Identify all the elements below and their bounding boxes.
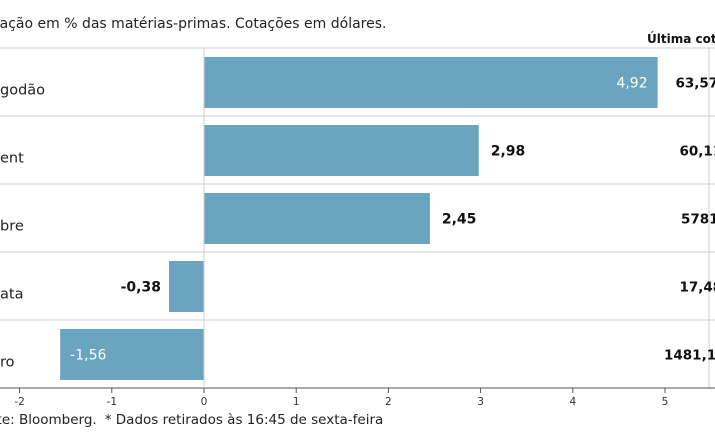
x-tick-label: 5 — [662, 396, 669, 408]
value-label: -0,38 — [121, 280, 161, 296]
value-label: 2,98 — [491, 144, 526, 160]
last-price: 63,57 — [676, 76, 715, 92]
footnote-text: * Dados retirados às 16:45 de sexta-feir… — [104, 412, 384, 428]
x-tick-label: 1 — [293, 396, 300, 408]
last-price: 1481,18 — [664, 348, 715, 364]
x-tick-label: 0 — [201, 396, 208, 408]
value-label: -1,56 — [70, 348, 106, 364]
x-tick-label: 2 — [385, 396, 392, 408]
bar-algodão — [204, 57, 658, 108]
x-tick-label: -2 — [14, 396, 24, 408]
chart-subtitle: riação em % das matérias-primas. Cotaçõe… — [0, 16, 387, 32]
category-label: ent — [0, 151, 24, 167]
bar-prata — [168, 261, 204, 312]
category-label: godão — [0, 83, 45, 99]
source-note: nte: Bloomberg. * Dados retirados às 16:4… — [0, 412, 383, 428]
bar-cobre — [204, 193, 430, 244]
x-tick-label: -1 — [107, 396, 117, 408]
last-price-header: Última cotação — [647, 32, 715, 46]
value-label: 4,92 — [616, 76, 647, 92]
category-label: bre — [0, 219, 24, 235]
x-tick-label: 4 — [569, 396, 576, 408]
value-label: 2,45 — [442, 212, 477, 228]
last-price: 5781 — [681, 212, 715, 228]
x-tick-label: 3 — [477, 396, 484, 408]
last-price: 60,11 — [680, 144, 715, 160]
source-text: nte: Bloomberg. — [0, 412, 97, 428]
bar-brent — [204, 125, 479, 176]
last-price: 17,48 — [680, 280, 715, 296]
category-label: ro — [0, 355, 15, 371]
bar-ouro — [60, 329, 204, 380]
category-label: ata — [0, 287, 23, 303]
